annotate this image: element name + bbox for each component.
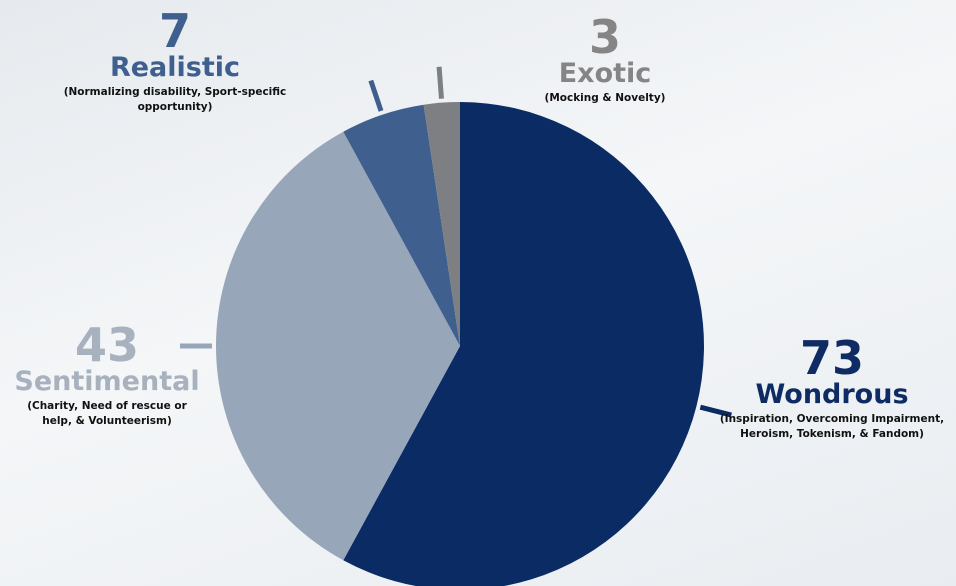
- slice-wondrous: [343, 102, 704, 586]
- desc-wondrous-line1: (Inspiration, Overcoming Impairment,: [719, 413, 945, 425]
- name-exotic: Exotic: [558, 58, 652, 89]
- desc-realistic-line2: opportunity): [137, 101, 213, 114]
- value-realistic: 7: [158, 4, 191, 58]
- desc-exotic: (Mocking & Novelty): [505, 91, 705, 106]
- label-wondrous: 73 Wondrous (Inspiration, Overcoming Imp…: [708, 335, 956, 442]
- leader-line-wondrous: [699, 404, 732, 418]
- slice-realistic: [343, 104, 460, 346]
- slice-exotic: [423, 102, 460, 346]
- value-sentimental: 43: [74, 318, 139, 372]
- value-wondrous: 73: [799, 331, 864, 385]
- label-exotic: 3 Exotic (Mocking & Novelty): [505, 14, 705, 106]
- name-realistic: Realistic: [109, 52, 241, 83]
- desc-sentimental-line2: help, & Volunteerism): [42, 415, 172, 428]
- slice-sentimental: [215, 131, 460, 561]
- leader-line-exotic: [436, 66, 444, 99]
- leader-line-realistic: [368, 79, 384, 112]
- name-sentimental: Sentimental: [14, 366, 200, 397]
- desc-realistic-line1: (Normalizing disability, Sport-specific: [63, 86, 287, 98]
- desc-wondrous: (Inspiration, Overcoming Impairment, Her…: [708, 412, 956, 442]
- desc-sentimental: (Charity, Need of rescue or help, & Volu…: [2, 399, 212, 429]
- value-exotic: 3: [588, 10, 621, 64]
- desc-realistic: (Normalizing disability, Sport-specific …: [40, 85, 310, 115]
- label-realistic: 7 Realistic (Normalizing disability, Spo…: [40, 8, 310, 115]
- desc-wondrous-line2: Heroism, Tokenism, & Fandom): [740, 428, 924, 441]
- name-wondrous: Wondrous: [755, 379, 909, 410]
- label-sentimental: 43 Sentimental (Charity, Need of rescue …: [2, 322, 212, 429]
- desc-exotic-line1: (Mocking & Novelty): [544, 92, 666, 104]
- desc-sentimental-line1: (Charity, Need of rescue or: [27, 400, 187, 412]
